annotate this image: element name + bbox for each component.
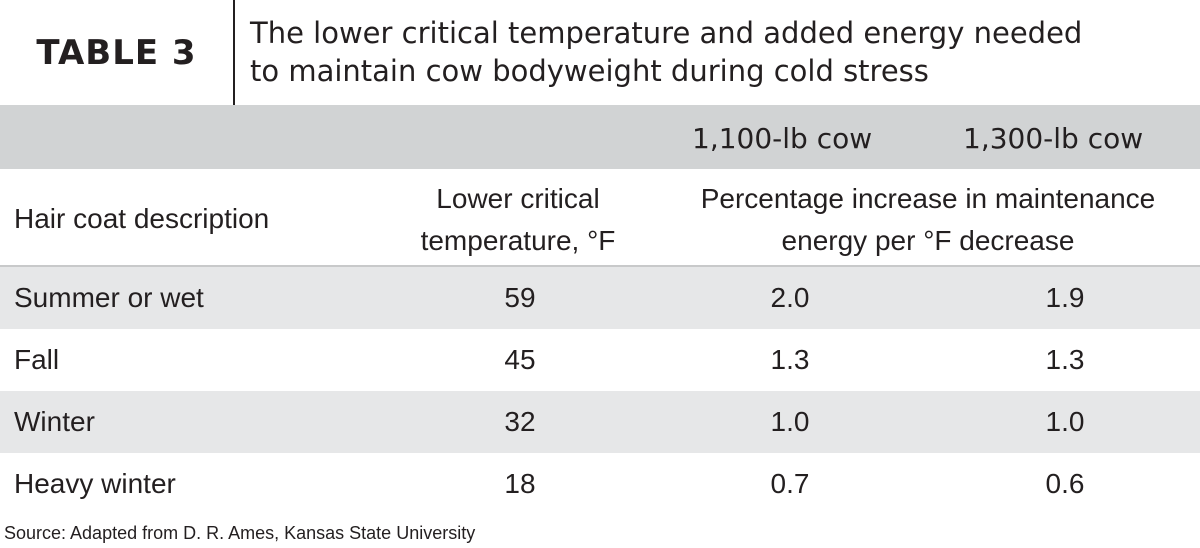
table-title-line-2: to maintain cow bodyweight during cold s… [250,54,929,88]
table-title-bar: TABLE 3 The lower critical temperature a… [0,0,1200,105]
row-1100-value: 1.0 [770,406,810,437]
row-description: Heavy winter [14,468,176,499]
column-header-pct-line-1: Percentage increase in maintenance [700,183,1156,214]
row-1100-value: 2.0 [770,282,810,313]
column-header-pct-line-2: energy per °F decrease [781,225,1075,256]
row-description: Winter [14,406,95,437]
weight-label-1300: 1,300-lb cow [963,122,1144,155]
weight-label-1100: 1,100-lb cow [692,122,873,155]
row-description: Summer or wet [14,282,204,313]
title-divider [233,0,235,105]
header-rule [0,265,1200,267]
row-lct-value: 59 [504,282,536,313]
row-1100-value: 0.7 [770,468,810,499]
source-note: Source: Adapted from D. R. Ames, Kansas … [4,523,476,543]
row-1300-value: 1.3 [1045,344,1085,375]
table-title-line-1: The lower critical temperature and added… [250,16,1083,50]
row-lct-value: 45 [504,344,536,375]
row-lct-value: 32 [504,406,536,437]
row-1300-value: 0.6 [1045,468,1085,499]
row-description: Fall [14,344,60,375]
column-header-hair-coat: Hair coat description [14,203,270,234]
row-1300-value: 1.0 [1045,406,1085,437]
table-title: The lower critical temperature and added… [250,14,1190,90]
table-label: TABLE 3 [36,32,197,73]
column-header-percentage-increase: Percentage increase in maintenance energ… [668,178,1188,262]
column-header-lct-line-2: temperature, °F [420,225,616,256]
row-shade [0,391,1200,453]
row-shade [0,267,1200,329]
column-header-lower-critical-temperature: Lower critical temperature, °F [398,178,638,262]
weight-header-band [0,105,1200,169]
row-1300-value: 1.9 [1045,282,1085,313]
row-lct-value: 18 [504,468,536,499]
column-header-lct-line-1: Lower critical [436,183,600,214]
row-1100-value: 1.3 [770,344,810,375]
